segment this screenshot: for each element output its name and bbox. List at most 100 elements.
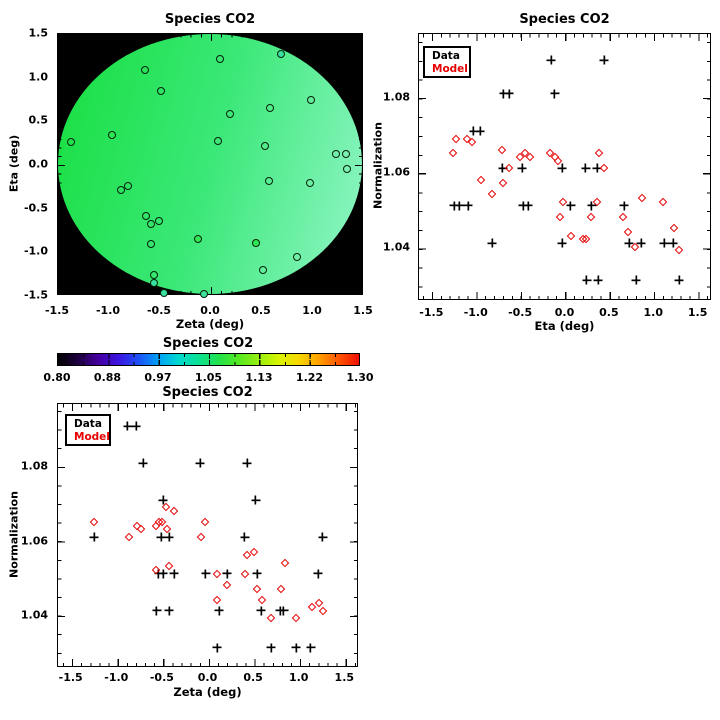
map-x-tick-labels: -1.5 -1.0 -0.5 0.0 0.5 1.0 1.5 [45, 304, 373, 318]
tick-label: -1.5 [419, 306, 444, 319]
tick-label: 1.5 [687, 306, 708, 319]
zeta-scatter-x-tick-labels: -1.5 -1.0 -0.5 0.0 0.5 1.0 1.5 [57, 671, 358, 685]
circle-marker [67, 138, 76, 147]
tick-label: 1.5 [334, 671, 355, 684]
plus-marker [518, 201, 528, 211]
tick-label: -0.5 [149, 671, 174, 684]
tick-label: 0.5 [243, 671, 263, 684]
diamond-marker [476, 175, 485, 184]
tick-label: 1.06 [20, 534, 48, 548]
diamond-marker [554, 156, 563, 166]
eta-scatter-title: Species CO2 [519, 12, 610, 27]
diamond-marker [555, 212, 565, 222]
circle-marker [331, 149, 340, 158]
plus-marker [152, 606, 162, 616]
tick-label: 0.5 [599, 306, 619, 319]
plus-marker [212, 643, 222, 653]
tick-label: 0.88 [93, 371, 122, 384]
map-plot-area [57, 33, 363, 298]
tick-label: -1.0 [95, 304, 121, 317]
plus-marker [318, 532, 328, 542]
diamond-marker [669, 223, 679, 233]
diamond-marker [212, 569, 221, 578]
plus-marker [251, 495, 261, 505]
plus-marker [164, 532, 174, 542]
circle-marker [214, 137, 223, 146]
tick-label: 1.04 [20, 608, 48, 622]
plus-marker [557, 163, 567, 173]
plus-marker [123, 421, 133, 431]
diamond-marker [164, 562, 173, 571]
circle-marker [251, 238, 260, 247]
diamond-marker [222, 580, 231, 590]
plus-marker [449, 201, 459, 211]
model-disk [58, 34, 362, 294]
circle-marker [150, 270, 159, 279]
plus-marker [593, 275, 603, 285]
plus-marker [279, 606, 289, 616]
circle-marker [265, 103, 274, 112]
legend-model-label: Model [74, 431, 110, 443]
plus-marker [195, 458, 205, 468]
diamond-marker [253, 584, 262, 593]
diamond-marker [169, 506, 179, 516]
colorbar-tick-labels: 0.80 0.88 0.97 1.05 1.13 1.22 1.30 [43, 371, 373, 385]
circle-marker [306, 179, 315, 188]
diamond-marker [674, 246, 684, 255]
colorbar-top-ticks [58, 354, 359, 359]
plus-marker [517, 163, 527, 173]
colorbar-title: Species CO2 [162, 336, 254, 351]
circle-marker [147, 219, 156, 228]
diamond-marker [630, 242, 640, 251]
plus-marker [619, 201, 629, 211]
plus-marker [599, 55, 609, 65]
tick-label: 1.0 [643, 306, 664, 319]
plus-marker [89, 532, 99, 542]
plus-marker [504, 89, 514, 99]
plus-marker [266, 643, 276, 653]
plus-marker [156, 532, 166, 542]
tick-label: 1.0 [302, 304, 322, 317]
tick-label: 0.0 [197, 671, 218, 684]
circle-marker [341, 149, 350, 158]
diamond-marker [266, 613, 276, 623]
plus-marker [306, 643, 316, 653]
tick-label: 0.97 [144, 371, 172, 384]
circle-marker [260, 141, 269, 150]
circle-marker [258, 265, 267, 274]
plus-marker [455, 201, 465, 211]
legend-data-label: Data [74, 418, 102, 430]
circle-marker [264, 177, 273, 186]
diamond-marker [137, 525, 146, 534]
diamond-marker [467, 137, 477, 147]
tick-label: 1.04 [382, 240, 410, 254]
diamond-marker [151, 565, 161, 575]
circle-marker [123, 181, 132, 190]
tick-label: -1.5 [58, 671, 83, 684]
plus-marker [463, 201, 473, 211]
eta-scatter-x-tick-labels: -1.5 -1.0 -0.5 0.0 0.5 1.0 1.5 [418, 306, 711, 320]
circle-marker [147, 239, 156, 248]
plus-marker [240, 532, 250, 542]
diamond-marker [487, 190, 497, 199]
diamond-marker [566, 231, 575, 240]
tick-label: 1.5 [353, 304, 373, 317]
diamond-marker [213, 595, 222, 604]
plus-marker [201, 569, 211, 579]
plus-marker [674, 275, 684, 285]
circle-marker [142, 212, 151, 220]
zeta-scatter-title: Species CO2 [162, 385, 253, 400]
tick-label: 1.13 [245, 371, 273, 384]
eta-scatter-y-tick-labels: 1.08 1.06 1.04 [370, 33, 414, 300]
plus-marker [566, 201, 576, 211]
circle-marker [157, 87, 166, 96]
circle-marker [342, 165, 351, 174]
circle-marker [293, 252, 302, 261]
circle-marker [116, 186, 125, 194]
circle-marker [155, 217, 164, 226]
tick-label: -1.0 [23, 244, 48, 258]
plus-marker [550, 89, 560, 99]
tick-label: 0.5 [28, 113, 49, 127]
tick-label: 0.0 [200, 304, 220, 317]
